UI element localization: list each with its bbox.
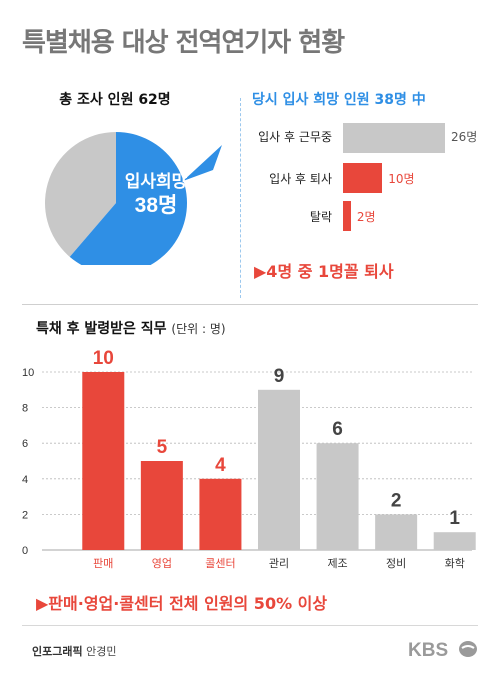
bar-value-label: 2: [391, 490, 402, 511]
pie-slice-label: 입사희망: [125, 172, 188, 191]
leave-note: ▶4명 중 1명꼴 퇴사: [254, 262, 394, 281]
x-category-label: 판매: [93, 557, 113, 570]
hbar-value: 2명: [356, 210, 376, 224]
x-category-label: 정비: [386, 557, 406, 570]
pie-slice-rest: [45, 132, 116, 257]
pie-slice-hope: [69, 132, 187, 265]
bar-value-label: 9: [274, 366, 285, 387]
callout-pointer: [183, 145, 222, 181]
bar-value-label: 6: [332, 419, 343, 440]
bar: [82, 372, 125, 550]
hbar-label: 입사 후 퇴사: [269, 172, 332, 186]
y-tick-label: 10: [22, 367, 34, 379]
hbar-bar: [343, 123, 445, 153]
kbs-logo-mark: [459, 641, 477, 657]
bar: [140, 461, 183, 550]
bar: [199, 478, 242, 550]
x-category-label: 화학: [445, 557, 465, 570]
job-chart-title-text: 특채 후 발령받은 직무: [36, 321, 167, 337]
y-tick-label: 6: [22, 438, 28, 450]
y-tick-label: 2: [22, 509, 28, 521]
pie-slice-value: 38명: [135, 194, 178, 217]
kbs-logo: KBS: [408, 640, 477, 661]
hbar-label: 입사 후 근무중: [258, 130, 332, 144]
footer-divider: [22, 625, 478, 626]
pie-chart: 입사희망 38명: [45, 132, 222, 265]
summary-note: ▶판매·영업·콜센터 전체 인원의 50% 이상: [36, 594, 328, 613]
hope-breakdown-chart: 입사 후 근무중 26명 입사 후 퇴사 10명 탈락 2명: [252, 120, 492, 235]
infographic-credit: 인포그래픽 안경민: [32, 643, 116, 659]
y-tick-label: 4: [22, 474, 28, 486]
kbs-logo-text: KBS: [408, 640, 448, 661]
bar: [433, 532, 476, 550]
hbar-value: 26명: [451, 130, 478, 144]
pie-caption: 총 조사 인원 62명: [59, 92, 171, 108]
hbar-label: 탈락: [309, 210, 332, 224]
bar: [316, 443, 359, 550]
hbar-bar: [343, 163, 383, 193]
section-divider: [22, 304, 478, 305]
job-chart-title: 특채 후 발령받은 직무 (단위 : 명): [36, 318, 226, 338]
hbar-value: 10명: [388, 172, 415, 186]
credit-label: 인포그래픽: [32, 645, 83, 658]
bar-value-label: 5: [157, 437, 168, 458]
x-category-label: 영업: [152, 557, 172, 570]
bar-value-label: 10: [93, 350, 114, 369]
divider-dashed: [240, 98, 241, 298]
hbar-bar: [343, 201, 351, 231]
job-bar-chart: 0 2 4 6 8 10 10 판매 5 영업 4 콜센터 9 관리 6 제조 2 정비 1 화학: [22, 350, 476, 570]
x-category-label: 제조: [327, 557, 347, 570]
x-category-label: 콜센터: [205, 557, 235, 570]
x-category-label: 관리: [269, 557, 289, 570]
kbs-logo-mark-line: [461, 645, 475, 649]
y-tick-label: 0: [22, 545, 28, 557]
bar-value-label: 1: [449, 508, 460, 529]
y-tick-label: 8: [22, 403, 28, 415]
hope-breakdown-title: 당시 입사 희망 인원 38명 中: [252, 92, 426, 108]
page-title: 특별채용 대상 전역연기자 현황: [22, 28, 345, 58]
bar-value-label: 4: [215, 455, 226, 476]
bar: [375, 514, 418, 550]
bar: [258, 389, 300, 550]
credit-name: 안경민: [86, 645, 117, 658]
job-chart-unit: (단위 : 명): [171, 322, 226, 336]
